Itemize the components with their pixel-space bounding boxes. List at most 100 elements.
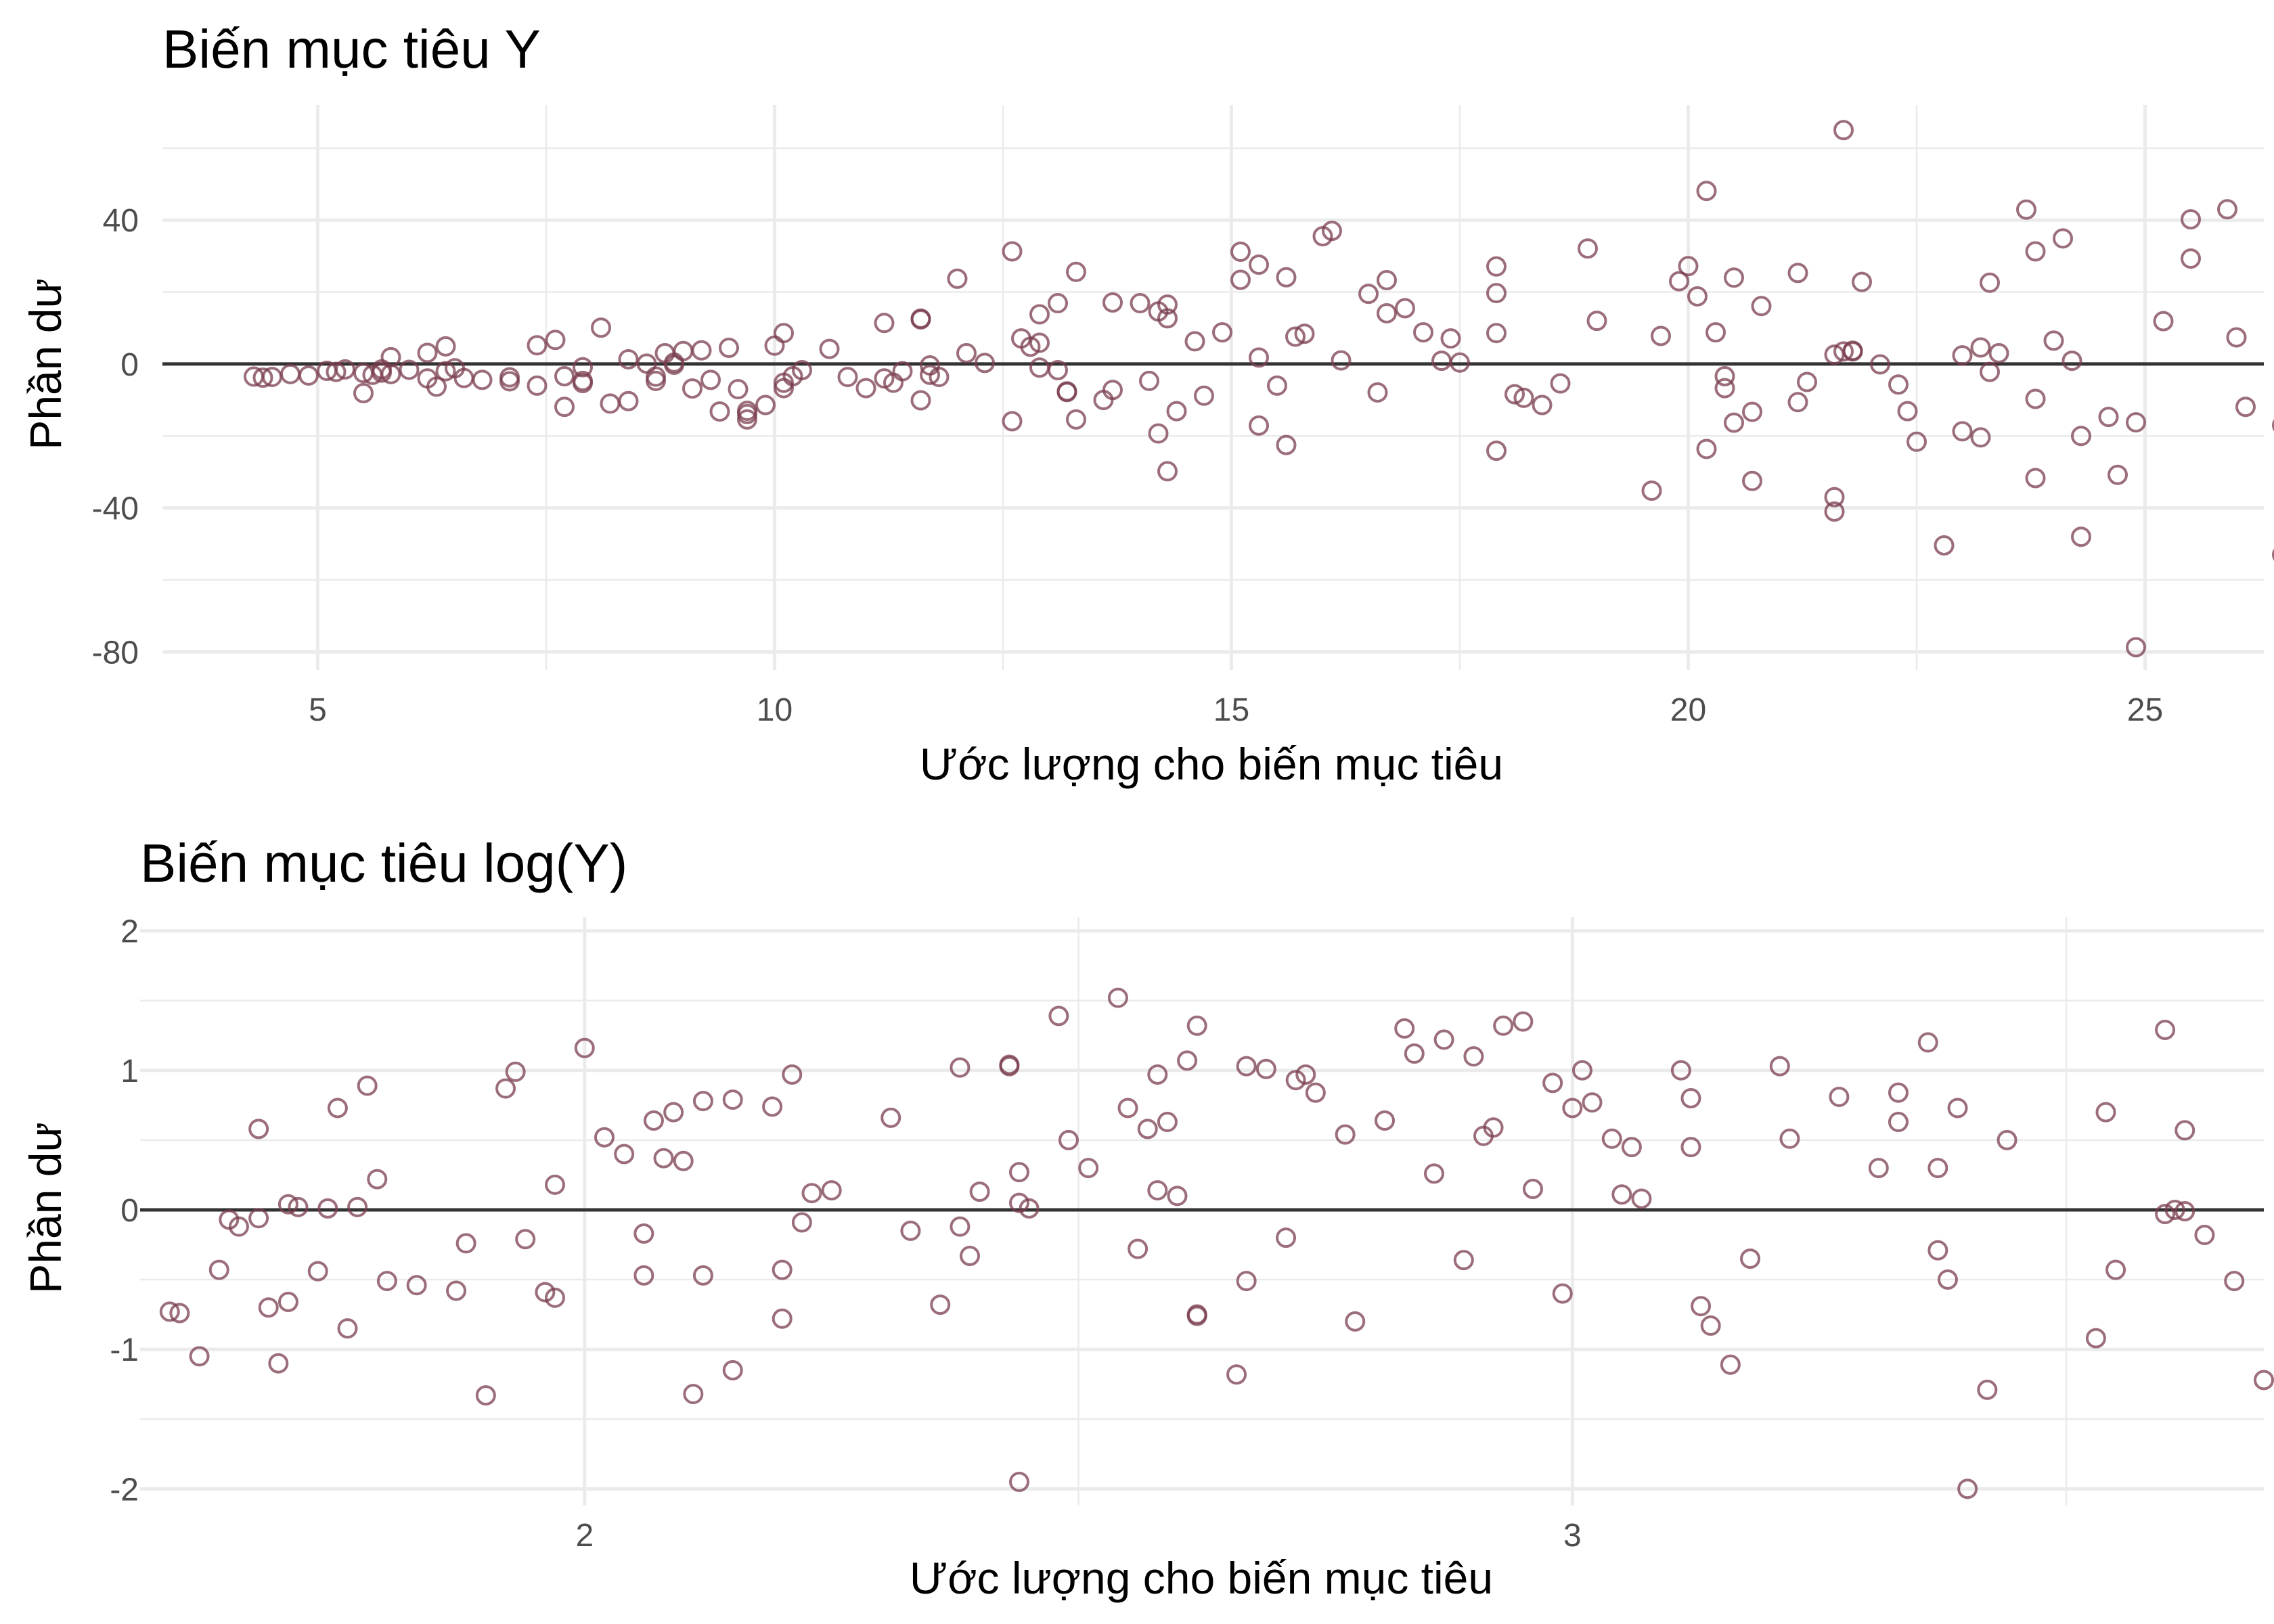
data-point (1066, 261, 1086, 282)
x-tick-label: 2 (575, 1518, 594, 1554)
data-point (435, 336, 456, 357)
data-point (495, 1078, 516, 1099)
data-point (248, 1208, 269, 1229)
panel-1-x-axis-title: Ước lượng cho biến mục tiêu (920, 739, 1503, 789)
data-point (1486, 323, 1507, 344)
data-point (614, 1144, 635, 1165)
data-point (1552, 1283, 1573, 1304)
data-point (709, 401, 730, 422)
panel-2-points (159, 987, 2274, 1499)
data-point (1970, 427, 1991, 448)
data-point (1157, 1112, 1178, 1133)
data-point (1008, 1192, 1029, 1213)
data-point (446, 1280, 467, 1301)
data-point (1724, 412, 1744, 433)
data-point (169, 1303, 190, 1324)
data-point (772, 1308, 793, 1329)
data-point (1870, 354, 1890, 375)
data-point (1714, 378, 1735, 399)
data-point (280, 363, 300, 384)
data-point (910, 309, 931, 330)
panel-2-x-axis-title: Ước lượng cho biến mục tiêu (910, 1553, 1493, 1603)
data-point (1493, 1015, 1514, 1036)
data-point (380, 363, 401, 384)
y-tick-label: -40 (92, 491, 139, 527)
data-point (1947, 1098, 1968, 1119)
data-point (910, 390, 931, 411)
data-point (1184, 331, 1205, 352)
data-point (1486, 256, 1507, 277)
data-point (1740, 1248, 1761, 1269)
data-point (2181, 209, 2201, 230)
data-point (2098, 407, 2119, 428)
data-point (1927, 1158, 1948, 1179)
data-point (277, 1194, 298, 1215)
panel-1-title: Biến mục tiêu Y (162, 19, 541, 79)
data-point (327, 1098, 348, 1119)
data-point (1377, 270, 1397, 291)
data-point (2175, 1120, 2195, 1141)
data-point (821, 1180, 842, 1201)
data-point (1504, 384, 1525, 405)
data-point (2155, 1204, 2176, 1225)
data-point (1779, 1128, 1800, 1149)
data-point (594, 1127, 615, 1148)
data-point (1997, 1129, 2017, 1150)
data-point (1066, 409, 1086, 430)
data-point (956, 342, 977, 363)
data-point (189, 1346, 210, 1367)
data-point (1212, 322, 1232, 343)
data-point (728, 379, 749, 400)
data-point (755, 394, 776, 415)
data-point (1078, 1158, 1099, 1179)
data-point (2071, 526, 2091, 547)
x-tick-label: 15 (1213, 692, 1249, 728)
data-point (1578, 238, 1598, 259)
data-point (1128, 1238, 1149, 1259)
data-point (1670, 1060, 1691, 1081)
data-point (1522, 1179, 1543, 1200)
data-point (1230, 269, 1251, 290)
data-point (1977, 1379, 1998, 1400)
data-point (248, 1119, 269, 1140)
data-point (673, 340, 694, 361)
data-point (792, 359, 812, 380)
data-point (1335, 1124, 1356, 1145)
data-point (307, 1261, 328, 1282)
data-point (1322, 221, 1342, 242)
panel-2-y-axis-title: Phần dư (20, 1122, 70, 1293)
data-point (2053, 228, 2073, 249)
data-point (417, 342, 438, 363)
data-point (1148, 423, 1169, 444)
data-point (1394, 1018, 1415, 1039)
data-point (1294, 323, 1315, 344)
data-point (554, 397, 575, 418)
data-point (1137, 1119, 1158, 1140)
data-point (1720, 1354, 1741, 1375)
data-point (1130, 293, 1151, 314)
data-point (347, 1196, 368, 1217)
data-point (435, 361, 456, 382)
data-point (653, 1148, 674, 1169)
data-point (1331, 350, 1352, 371)
data-point (819, 338, 840, 359)
data-point (1888, 374, 1909, 395)
data-point (337, 1318, 358, 1339)
data-point (600, 393, 621, 414)
data-point (208, 1259, 229, 1280)
data-point (2254, 1370, 2274, 1391)
data-point (643, 1110, 664, 1131)
data-point (1236, 1271, 1257, 1292)
data-point (1988, 342, 2009, 363)
data-point (999, 1056, 1020, 1077)
data-point (1601, 1128, 1622, 1149)
data-point (1797, 371, 1817, 392)
x-tick-label: 25 (2127, 692, 2163, 728)
data-point (1513, 387, 1534, 408)
data-point (277, 1292, 298, 1313)
data-point (2153, 311, 2174, 332)
data-point (719, 337, 739, 358)
data-point (2226, 327, 2247, 348)
data-point (288, 1196, 309, 1217)
data-point (357, 1075, 378, 1096)
